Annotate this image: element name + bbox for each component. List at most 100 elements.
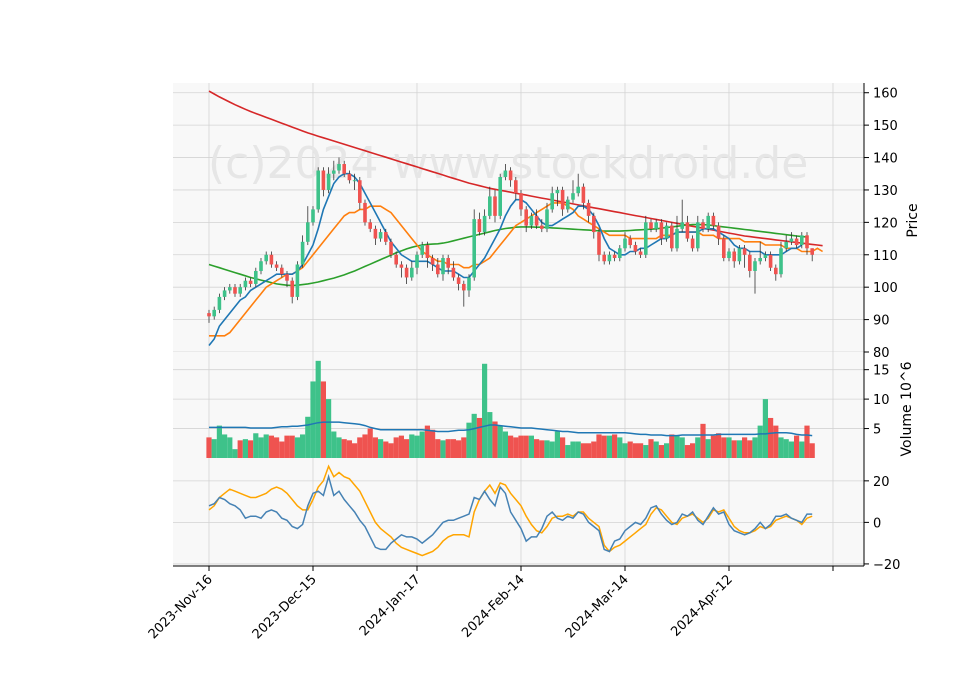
candle-down	[742, 248, 747, 255]
candle-up	[550, 193, 554, 210]
volume-bar	[430, 429, 436, 458]
x-tick-label: 2023-Nov-16	[146, 572, 216, 642]
volume-bar	[523, 435, 529, 458]
volume-bar	[222, 434, 228, 458]
candle-down	[524, 209, 528, 226]
candle-down	[514, 180, 518, 194]
volume-bar	[658, 445, 664, 458]
volume-bar	[466, 422, 472, 458]
candle-up	[259, 261, 263, 271]
volume-bar	[331, 431, 337, 458]
y-tick-label: 20	[873, 475, 890, 490]
candle-down	[285, 274, 289, 281]
volume-bar	[445, 439, 451, 458]
candle-up	[800, 235, 804, 246]
y-tick-label: 140	[873, 152, 898, 167]
volume-bar	[320, 381, 326, 458]
candle-up	[566, 199, 570, 210]
candle-up	[555, 189, 560, 194]
y-tick-label: 120	[873, 216, 898, 231]
candle-down	[274, 264, 279, 268]
candle-up	[488, 196, 492, 216]
volume-bar	[461, 437, 467, 458]
price-panel-background	[173, 83, 864, 352]
candle-down	[425, 245, 430, 259]
volume-bar	[300, 434, 306, 458]
volume-bar	[492, 421, 498, 458]
candle-down	[768, 254, 773, 268]
candle-up	[758, 258, 762, 262]
volume-bar	[632, 443, 638, 458]
candle-down	[508, 170, 513, 181]
candle-down	[722, 238, 726, 259]
candle-down	[597, 232, 601, 255]
candle-down	[430, 258, 435, 265]
candle-up	[623, 238, 627, 249]
candle-up	[352, 180, 357, 182]
candle-down	[233, 287, 237, 294]
volume-bar	[783, 439, 789, 458]
candle-up	[503, 170, 508, 177]
candle-down	[670, 225, 674, 249]
candle-down	[628, 238, 632, 246]
volume-bar	[778, 437, 784, 458]
volume-bar	[799, 441, 805, 458]
volume-bar	[289, 435, 295, 458]
candle-down	[280, 267, 284, 275]
volume-bar	[736, 440, 742, 458]
candle-up	[763, 254, 768, 259]
candle-down	[358, 180, 362, 203]
volume-bar	[216, 425, 222, 458]
volume-bar	[705, 439, 711, 458]
volume-bar	[601, 435, 607, 458]
volume-bar	[809, 443, 815, 458]
x-tick-label: 2023-Dec-15	[250, 572, 320, 642]
volume-bar	[528, 435, 534, 458]
volume-bar	[471, 413, 477, 458]
candle-up	[238, 287, 242, 294]
candle-up	[472, 219, 476, 278]
candle-down	[347, 173, 352, 181]
candle-up	[482, 215, 487, 233]
volume-bar	[487, 412, 493, 458]
candle-up	[306, 222, 310, 242]
volume-bar	[643, 445, 649, 458]
volume-bar	[508, 435, 514, 458]
volume-bar	[768, 417, 774, 458]
candle-down	[389, 241, 393, 255]
volume-axis: 5 10 15	[863, 352, 890, 458]
candle-down	[404, 267, 409, 278]
candle-down	[373, 228, 378, 239]
y-tick-label: 150	[873, 119, 898, 134]
candle-up	[664, 225, 669, 239]
volume-bar	[622, 443, 628, 458]
candle-down	[810, 248, 814, 255]
candle-down	[269, 254, 274, 265]
candle-up	[300, 241, 305, 265]
volume-bar	[627, 441, 633, 458]
candle-down	[519, 193, 523, 210]
candle-up	[441, 258, 445, 275]
candle-down	[592, 215, 596, 233]
volume-bar	[669, 434, 675, 458]
volume-bar	[409, 434, 415, 458]
candle-down	[690, 238, 695, 249]
candle-up	[332, 170, 336, 174]
candle-up	[326, 173, 331, 190]
candle-down	[462, 283, 466, 291]
volume-bar	[393, 437, 399, 458]
volume-bar	[310, 381, 316, 458]
candle-up	[737, 248, 742, 262]
volume-bar	[716, 433, 722, 458]
volume-bar	[638, 443, 644, 458]
candle-up	[571, 193, 575, 200]
y-tick-label: 0	[873, 516, 881, 531]
volume-bar	[206, 437, 212, 458]
volume-bar	[362, 434, 368, 458]
x-tick-label: 2024-Feb-14	[459, 572, 528, 641]
candle-up	[706, 215, 710, 229]
candle-down	[394, 254, 398, 265]
candle-down	[794, 238, 799, 246]
volume-bar	[575, 441, 581, 458]
candle-up	[243, 280, 248, 288]
